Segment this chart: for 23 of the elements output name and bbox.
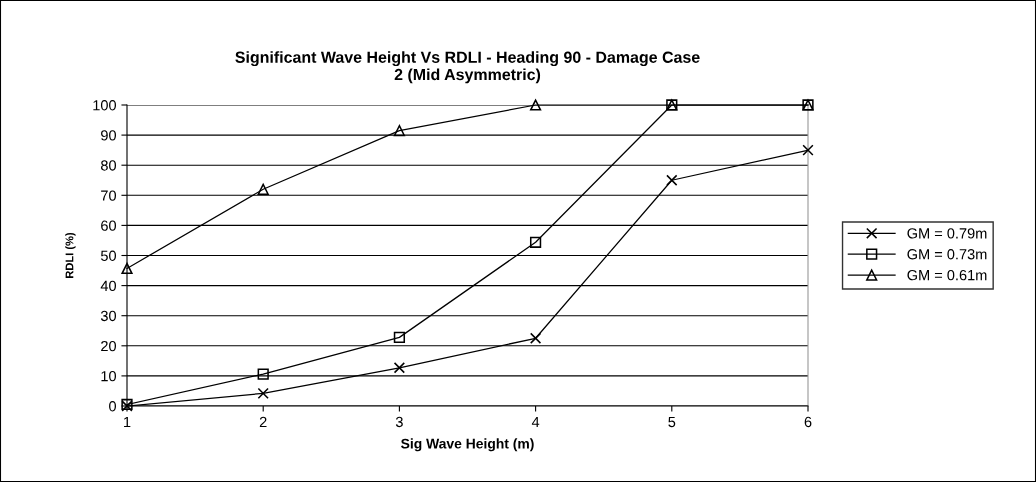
y-tick-label: 0 xyxy=(109,401,117,412)
y-tick-label: 80 xyxy=(101,160,117,171)
y-tick-label: 100 xyxy=(93,100,117,111)
y-tick-label: 50 xyxy=(100,250,117,261)
y-tick-label: 10 xyxy=(101,371,117,382)
y-tick-label: 70 xyxy=(101,190,117,201)
x-tick-label: 4 xyxy=(531,416,540,427)
x-tick-label: 3 xyxy=(395,416,403,428)
legend-label: GM = 0.61m xyxy=(907,269,987,281)
y-tick-label: 20 xyxy=(101,340,117,352)
x-tick-label: 6 xyxy=(804,416,812,428)
y-tick-label: 90 xyxy=(101,130,117,141)
y-tick-label: 60 xyxy=(101,220,117,231)
x-axis-title: Sig Wave Height (m) xyxy=(401,438,534,452)
legend-label: GM = 0.73m xyxy=(907,249,987,260)
chart-title: Significant Wave Height Vs RDLI - Heading 90 - Damage Case 2 (Mid Asymmetric) xyxy=(235,51,700,84)
y-tick-label: 40 xyxy=(100,280,117,292)
legend-label: GM = 0.79m xyxy=(907,228,987,239)
x-tick-label: 2 xyxy=(259,416,267,427)
x-tick-label: 5 xyxy=(668,416,676,428)
y-axis-title: RDLI (%) xyxy=(65,232,76,278)
y-tick-label: 30 xyxy=(100,310,117,322)
x-tick-label: 1 xyxy=(124,416,131,427)
